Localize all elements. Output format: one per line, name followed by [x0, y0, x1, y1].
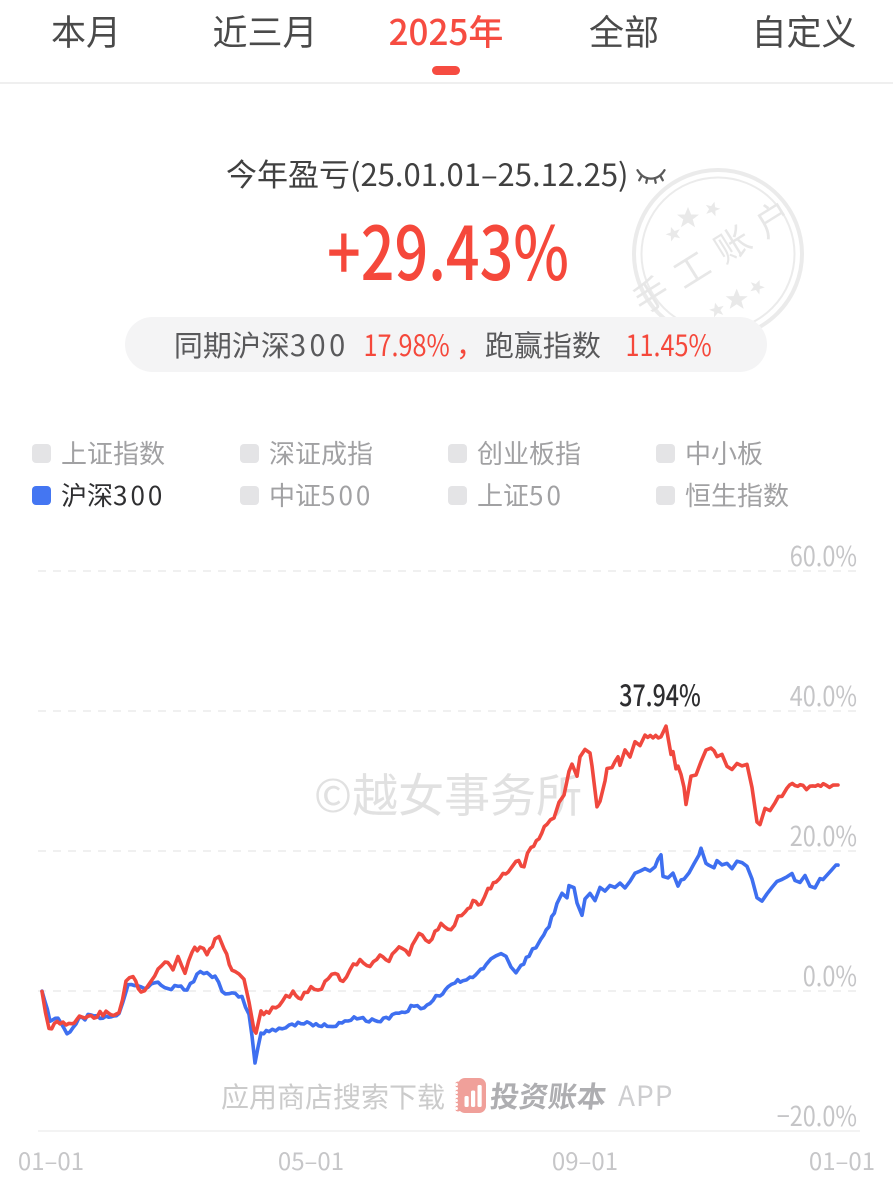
svg-text:20.0%: 20.0% [790, 816, 857, 854]
svg-text:投资账本: 投资账本 [488, 1074, 609, 1116]
svg-text:APP: APP [618, 1075, 673, 1115]
svg-text:−20.0%: −20.0% [777, 1096, 857, 1134]
svg-text:40.0%: 40.0% [790, 676, 857, 714]
svg-text:©越女事务所: ©越女事务所 [314, 760, 582, 826]
svg-text:应用商店搜索下载: 应用商店搜索下载 [221, 1076, 445, 1116]
svg-text:0.0%: 0.0% [803, 956, 857, 994]
svg-text:37.94%: 37.94% [619, 673, 701, 715]
svg-text:60.0%: 60.0% [790, 536, 857, 574]
svg-text:01–01: 01–01 [18, 1142, 84, 1177]
svg-text:05–01: 05–01 [278, 1142, 344, 1177]
svg-text:01–01: 01–01 [809, 1142, 875, 1177]
svg-text:09–01: 09–01 [552, 1142, 618, 1177]
